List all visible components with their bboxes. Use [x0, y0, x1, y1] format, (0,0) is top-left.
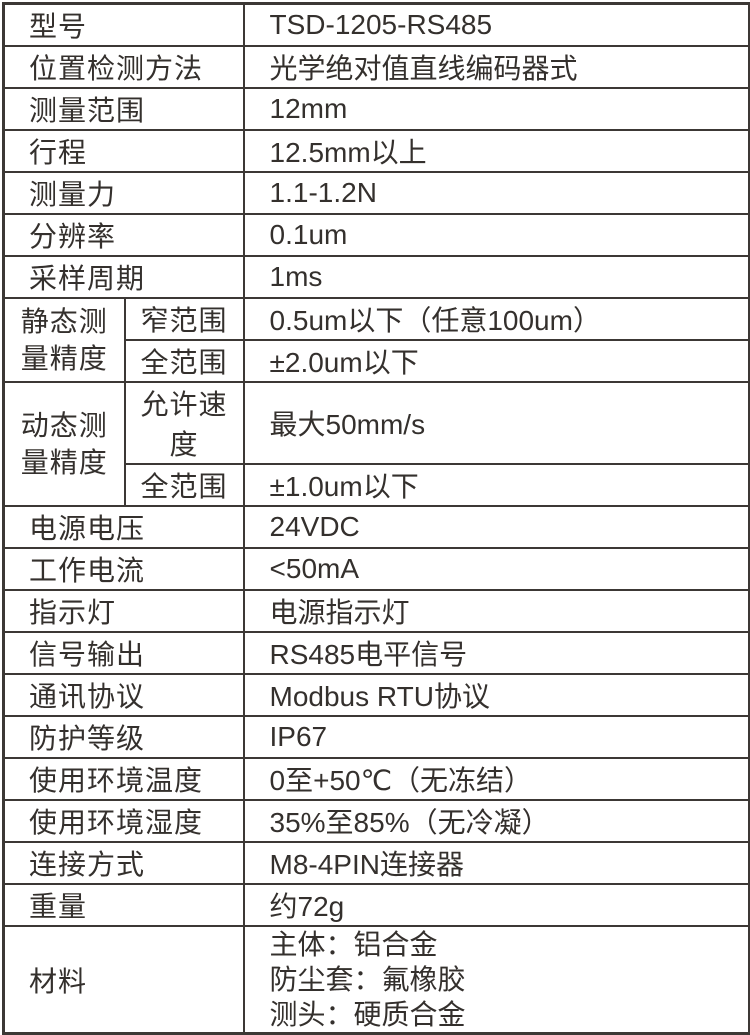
- spec-label: 行程: [2, 129, 245, 173]
- spec-value: 最大50mm/s: [242, 381, 750, 465]
- spec-sublabel: 全范围: [123, 463, 245, 507]
- spec-row-protection-rating: 防护等级 IP67: [2, 715, 750, 759]
- spec-value: TSD-1205-RS485: [242, 2, 750, 47]
- spec-row-operating-current: 工作电流 <50mA: [2, 547, 750, 591]
- material-line-dust-cover: 防尘套：氟橡胶: [269, 964, 466, 995]
- spec-value: 12.5mm以上: [242, 129, 750, 173]
- spec-label: 重量: [2, 883, 245, 927]
- spec-row-model: 型号 TSD-1205-RS485: [2, 2, 750, 47]
- spec-value: 0.1um: [242, 213, 750, 257]
- spec-row-dynamic-accuracy-full: 全范围 ±1.0um以下: [4, 463, 750, 507]
- spec-label: 通讯协议: [2, 673, 245, 717]
- spec-sublabel: 全范围: [123, 339, 245, 383]
- spec-row-measuring-force: 测量力 1.1-1.2N: [2, 171, 750, 215]
- spec-value: 0.5um以下（任意100um）: [242, 297, 750, 341]
- spec-row-signal-output: 信号输出 RS485电平信号: [2, 631, 750, 675]
- spec-value: M8-4PIN连接器: [242, 841, 750, 885]
- material-line-body: 主体：铝合金: [269, 929, 438, 960]
- spec-label: 工作电流: [2, 547, 245, 591]
- spec-label: 采样周期: [2, 255, 245, 299]
- spec-row-operating-temperature: 使用环境温度 0至+50℃（无冻结）: [2, 757, 750, 801]
- spec-value: 主体：铝合金 防尘套：氟橡胶 测头：硬质合金: [242, 925, 750, 1035]
- spec-label: 指示灯: [2, 589, 245, 633]
- spec-label: 型号: [2, 2, 245, 47]
- spec-label: 使用环境湿度: [2, 799, 245, 843]
- spec-value: 约72g: [242, 883, 750, 927]
- spec-value: 1ms: [242, 255, 750, 299]
- spec-row-static-accuracy-narrow: 静态测量精度 窄范围 0.5um以下（任意100um）: [2, 297, 750, 383]
- spec-row-supply-voltage: 电源电压 24VDC: [2, 505, 750, 549]
- spec-label: 防护等级: [2, 715, 245, 759]
- spec-row-position-detection: 位置检测方法 光学绝对值直线编码器式: [2, 45, 750, 89]
- spec-sublabel: 允许速度: [123, 381, 245, 465]
- spec-label: 材料: [2, 925, 245, 1035]
- spec-row-material: 材料 主体：铝合金 防尘套：氟橡胶 测头：硬质合金: [2, 925, 750, 1035]
- spec-value: 光学绝对值直线编码器式: [242, 45, 750, 89]
- spec-value: 12mm: [242, 87, 750, 131]
- spec-label: 信号输出: [2, 631, 245, 675]
- spec-row-stroke: 行程 12.5mm以上: [2, 129, 750, 173]
- spec-row-measuring-range: 测量范围 12mm: [2, 87, 750, 131]
- spec-value: 1.1-1.2N: [242, 171, 750, 215]
- material-line-probe-tip: 测头：硬质合金: [269, 999, 466, 1030]
- spec-value: IP67: [242, 715, 750, 759]
- spec-row-resolution: 分辨率 0.1um: [2, 213, 750, 257]
- spec-value: 24VDC: [242, 505, 750, 549]
- spec-value: Modbus RTU协议: [242, 673, 750, 717]
- spec-row-static-accuracy-full: 全范围 ±2.0um以下: [4, 339, 750, 383]
- spec-sublabel: 窄范围: [123, 297, 245, 341]
- spec-row-weight: 重量 约72g: [2, 883, 750, 927]
- spec-row-protocol: 通讯协议 Modbus RTU协议: [2, 673, 750, 717]
- spec-value: <50mA: [242, 547, 750, 591]
- spec-row-connection: 连接方式 M8-4PIN连接器: [2, 841, 750, 885]
- spec-label: 电源电压: [2, 505, 245, 549]
- spec-label: 使用环境温度: [2, 757, 245, 801]
- spec-label: 位置检测方法: [2, 45, 245, 89]
- spec-value: ±2.0um以下: [242, 339, 750, 383]
- spec-label: 测量范围: [2, 87, 245, 131]
- spec-value: ±1.0um以下: [242, 463, 750, 507]
- spec-row-operating-humidity: 使用环境湿度 35%至85%（无冷凝）: [2, 799, 750, 843]
- spec-group-label: 静态测量精度: [2, 297, 126, 383]
- spec-row-dynamic-accuracy-speed: 动态测量精度 允许速度 最大50mm/s: [2, 381, 750, 507]
- spec-label: 分辨率: [2, 213, 245, 257]
- spec-label: 连接方式: [2, 841, 245, 885]
- spec-value: 35%至85%（无冷凝）: [242, 799, 750, 843]
- spec-value: 电源指示灯: [242, 589, 750, 633]
- spec-value: 0至+50℃（无冻结）: [242, 757, 750, 801]
- spec-value: RS485电平信号: [242, 631, 750, 675]
- spec-row-sampling-period: 采样周期 1ms: [2, 255, 750, 299]
- spec-label: 测量力: [2, 171, 245, 215]
- spec-group-label: 动态测量精度: [2, 381, 126, 507]
- spec-row-indicator: 指示灯 电源指示灯: [2, 589, 750, 633]
